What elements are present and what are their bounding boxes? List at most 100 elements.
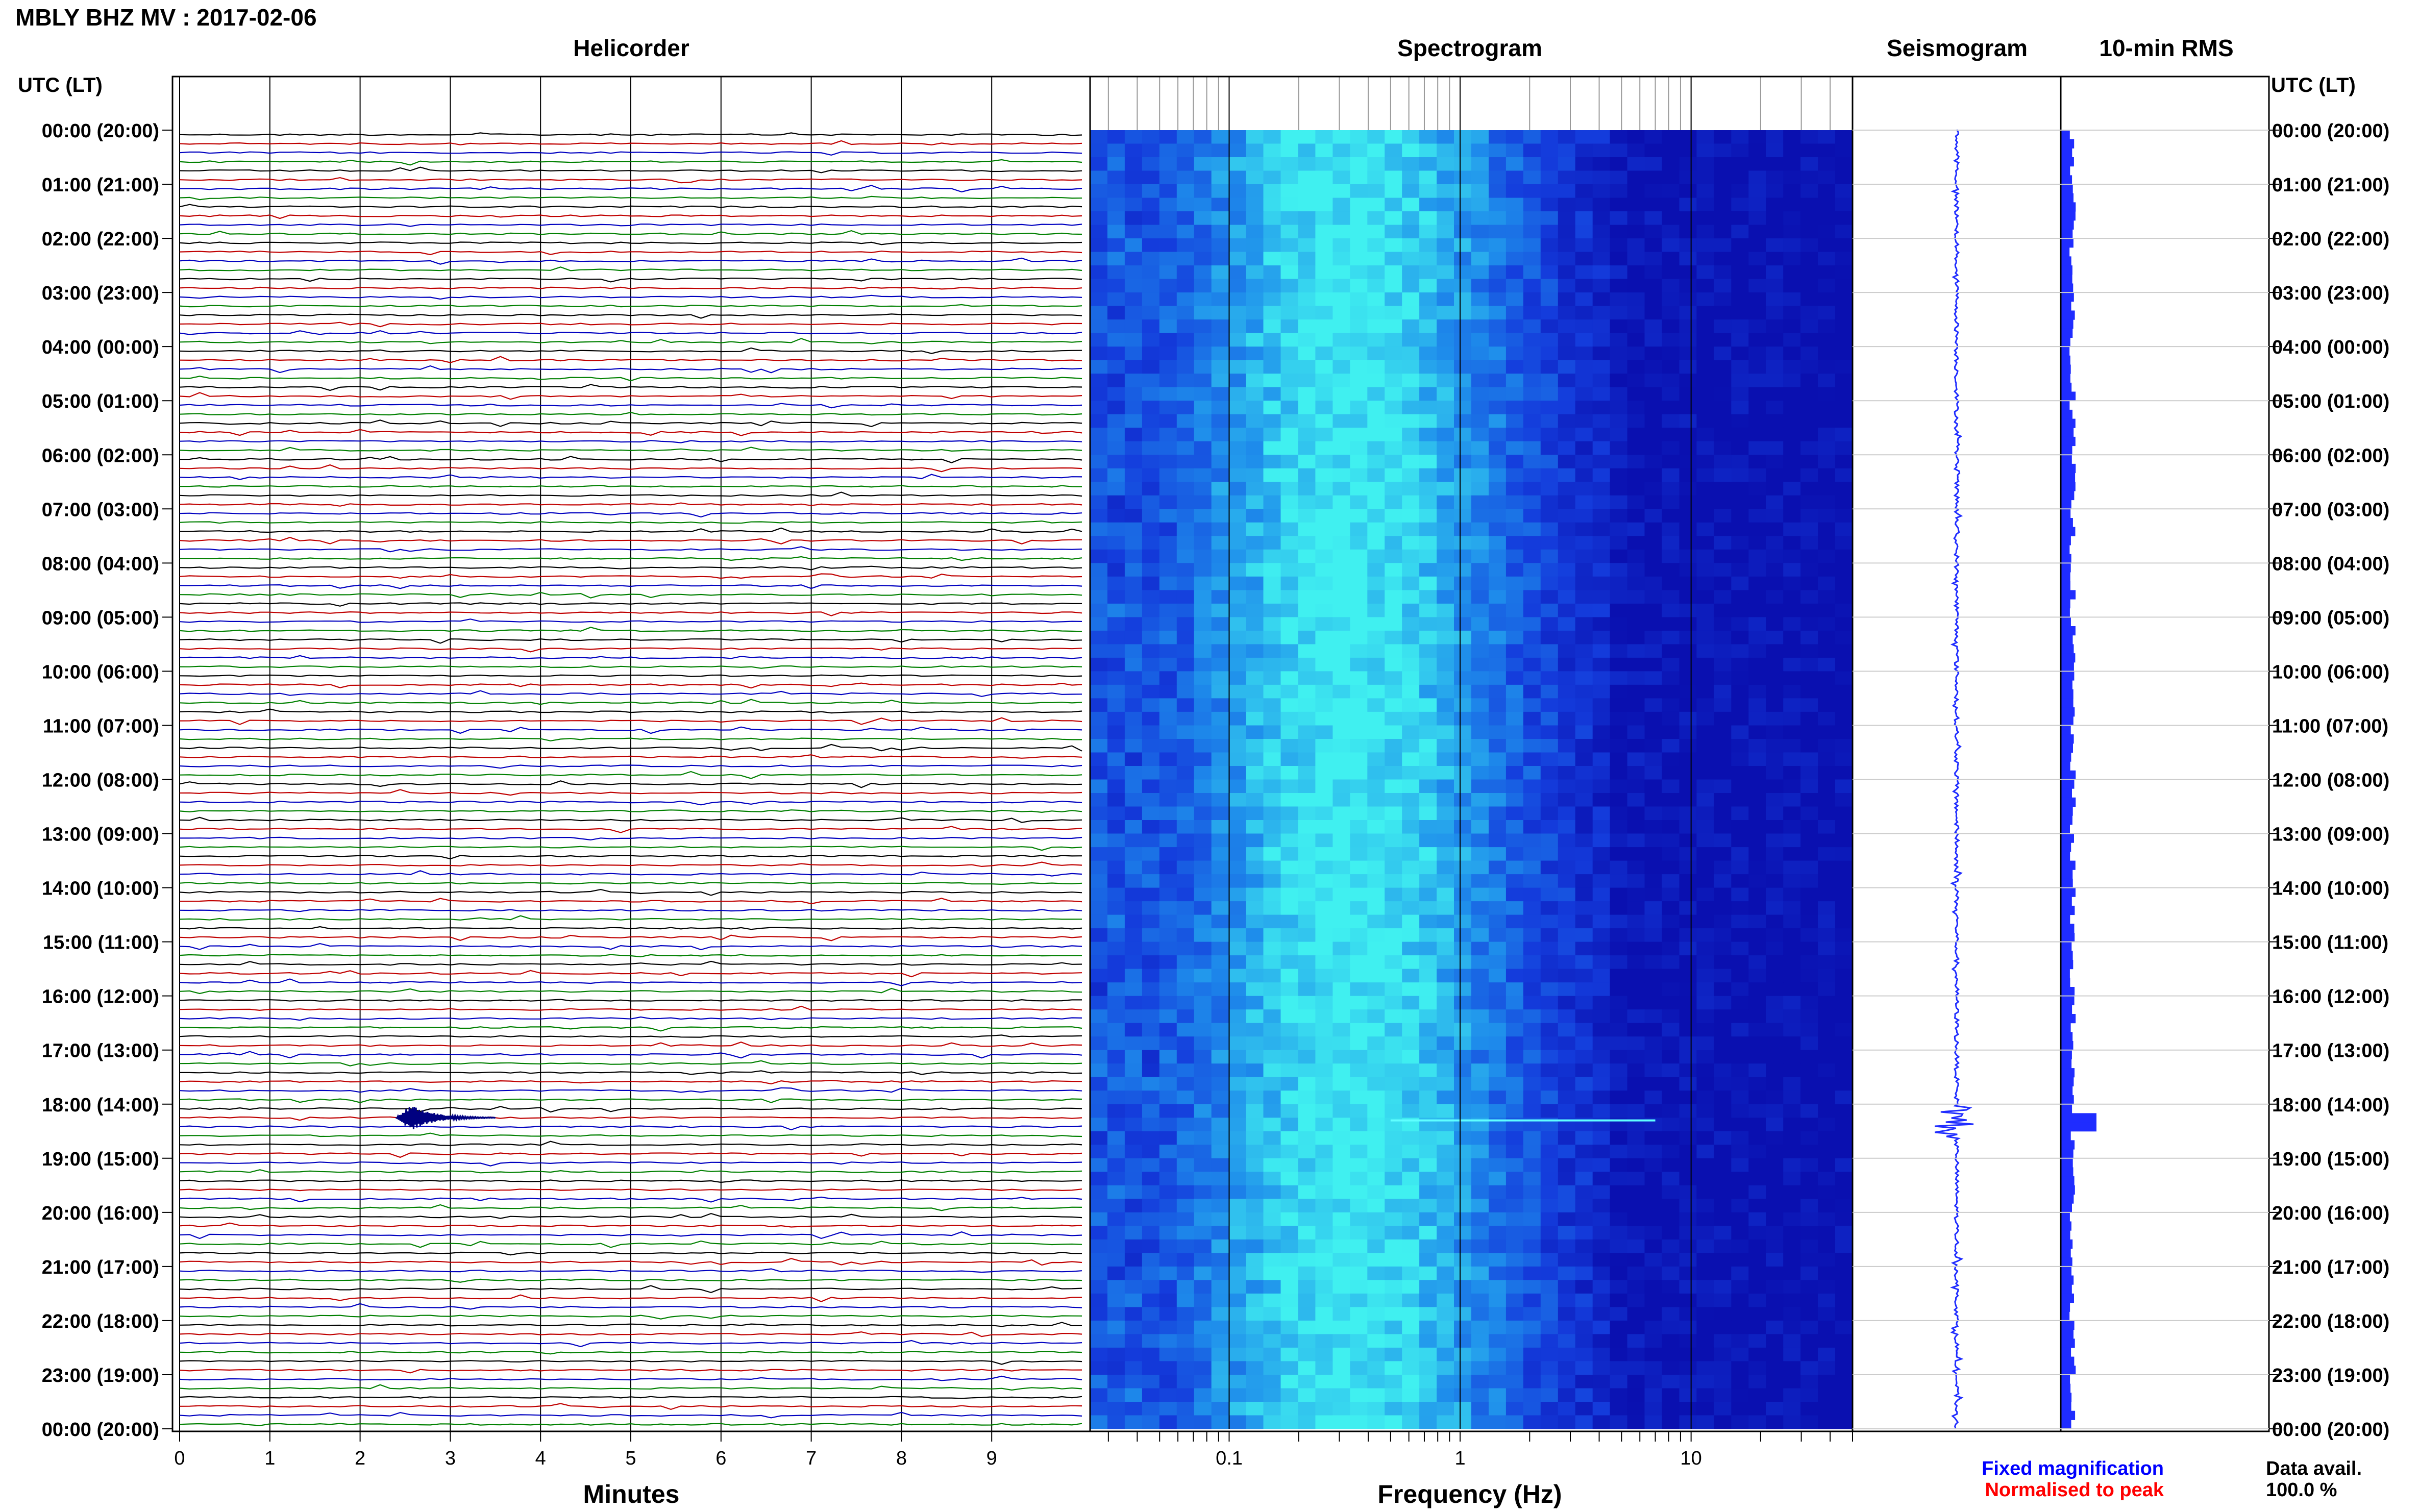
spectrogram-cell xyxy=(1090,374,1108,388)
spectrogram-cell xyxy=(1748,1388,1766,1402)
spectrogram-cell xyxy=(1558,455,1576,469)
spectrogram-cell xyxy=(1610,901,1628,915)
spectrogram-cell xyxy=(1505,292,1524,307)
spectrogram-cell xyxy=(1679,482,1697,496)
spectrogram-cell xyxy=(1662,563,1680,577)
spectrogram-cell xyxy=(1107,928,1125,943)
spectrogram-cell xyxy=(1350,644,1368,658)
spectrogram-cell xyxy=(1731,725,1749,739)
spectrogram-cell xyxy=(1142,374,1160,388)
rms-bar xyxy=(2061,752,2071,762)
time-label-left: 23:00 (19:00) xyxy=(42,1365,159,1386)
spectrogram-cell xyxy=(1454,306,1472,320)
spectrogram-cell xyxy=(1142,319,1160,334)
spectrogram-cell xyxy=(1731,522,1749,536)
spectrogram-cell xyxy=(1107,1145,1125,1159)
spectrogram-cell xyxy=(1124,238,1143,253)
spectrogram-cell xyxy=(1627,833,1645,848)
time-label-right: 06:00 (02:00) xyxy=(2272,445,2389,466)
spectrogram-cell xyxy=(1540,468,1559,482)
spectrogram-cell xyxy=(1679,752,1697,766)
spectrogram-cell xyxy=(1246,1388,1264,1402)
spectrogram-cell xyxy=(1298,1320,1316,1334)
spectrogram-cell xyxy=(1627,238,1645,253)
spectrogram-cell xyxy=(1592,820,1611,834)
spectrogram-cell xyxy=(1783,657,1801,672)
spectrogram-cell xyxy=(1818,725,1836,739)
spectrogram-cell xyxy=(1263,333,1281,347)
spectrogram-cell xyxy=(1679,414,1697,428)
spectrogram-cell xyxy=(1662,211,1680,226)
spectrogram-cell xyxy=(1800,1307,1818,1321)
spectrogram-cell xyxy=(1471,319,1489,334)
spectrogram-cell xyxy=(1246,901,1264,915)
spectrogram-cell xyxy=(1142,563,1160,577)
spectrogram-cell xyxy=(1471,630,1489,645)
spectrogram-cell xyxy=(1402,455,1420,469)
spectrogram-cell xyxy=(1107,197,1125,212)
spectrogram-cell xyxy=(1350,428,1368,442)
spectrogram-cell xyxy=(1402,711,1420,726)
spectrogram-cell xyxy=(1367,346,1385,361)
time-label-right: 07:00 (03:00) xyxy=(2272,499,2389,520)
spectrogram-cell xyxy=(1194,603,1212,617)
spectrogram-cell xyxy=(1124,914,1143,929)
rms-bar xyxy=(2061,1284,2072,1294)
spectrogram-cell xyxy=(1800,468,1818,482)
spectrogram-cell xyxy=(1610,739,1628,753)
spectrogram-cell xyxy=(1454,982,1472,997)
spectrogram-cell xyxy=(1454,1347,1472,1361)
spectrogram-cell xyxy=(1367,143,1385,158)
spectrogram-cell xyxy=(1419,1158,1437,1172)
time-label-right: 15:00 (11:00) xyxy=(2272,932,2388,954)
spectrogram-cell xyxy=(1402,1253,1420,1267)
spectrogram-cell xyxy=(1662,1307,1680,1321)
helicorder-trace xyxy=(179,743,1082,752)
spectrogram-cell xyxy=(1800,1347,1818,1361)
spectrogram-cell xyxy=(1228,1036,1247,1051)
spectrogram-cell xyxy=(1835,374,1853,388)
spectrogram-cell xyxy=(1644,1239,1662,1253)
spectrogram-cell xyxy=(1783,1307,1801,1321)
spectrogram-cell xyxy=(1228,468,1247,482)
spectrogram-cell xyxy=(1679,698,1697,712)
spectrogram-cell xyxy=(1800,563,1818,577)
spectrogram-cell xyxy=(1124,969,1143,983)
spectrogram-cell xyxy=(1714,847,1732,861)
spectrogram-cell xyxy=(1315,1375,1333,1389)
spectrogram-cell xyxy=(1523,1280,1541,1294)
spectrogram-cell xyxy=(1385,576,1402,590)
spectrogram-cell xyxy=(1679,292,1697,307)
spectrogram-cell xyxy=(1315,279,1333,293)
spectrogram-cell xyxy=(1090,1320,1108,1334)
spectrogram-cell xyxy=(1505,319,1524,334)
spectrogram-cell xyxy=(1662,401,1680,415)
spectrogram-cell xyxy=(1644,1158,1662,1172)
spectrogram-cell xyxy=(1489,1280,1507,1294)
spectrogram-cell xyxy=(1662,1253,1680,1267)
spectrogram-cell xyxy=(1783,1280,1801,1294)
spectrogram-cell xyxy=(1124,1050,1143,1064)
spectrogram-cell xyxy=(1766,1009,1784,1024)
spectrogram-cell xyxy=(1107,414,1125,428)
spectrogram-cell xyxy=(1246,1307,1264,1321)
spectrogram-cell xyxy=(1575,630,1593,645)
spectrogram-cell xyxy=(1090,1063,1108,1078)
spectrogram-cell xyxy=(1489,901,1507,915)
rms-bar xyxy=(2061,545,2070,555)
spectrogram-cell xyxy=(1679,360,1697,374)
spectrogram-cell xyxy=(1818,1199,1836,1213)
spectrogram-cell xyxy=(1610,1307,1628,1321)
spectrogram-cell xyxy=(1592,1185,1611,1199)
helicorder-trace xyxy=(179,1240,1082,1248)
spectrogram-cell xyxy=(1800,319,1818,334)
spectrogram-cell xyxy=(1350,1104,1368,1118)
spectrogram-cell xyxy=(1471,1104,1489,1118)
spectrogram-cell xyxy=(1766,657,1784,672)
rms-bar xyxy=(2061,490,2075,501)
spectrogram-cell xyxy=(1246,1239,1264,1253)
spectrogram-cell xyxy=(1228,1361,1247,1375)
spectrogram-cell xyxy=(1696,1402,1714,1416)
spectrogram-cell xyxy=(1107,468,1125,482)
spectrogram-cell xyxy=(1731,238,1749,253)
